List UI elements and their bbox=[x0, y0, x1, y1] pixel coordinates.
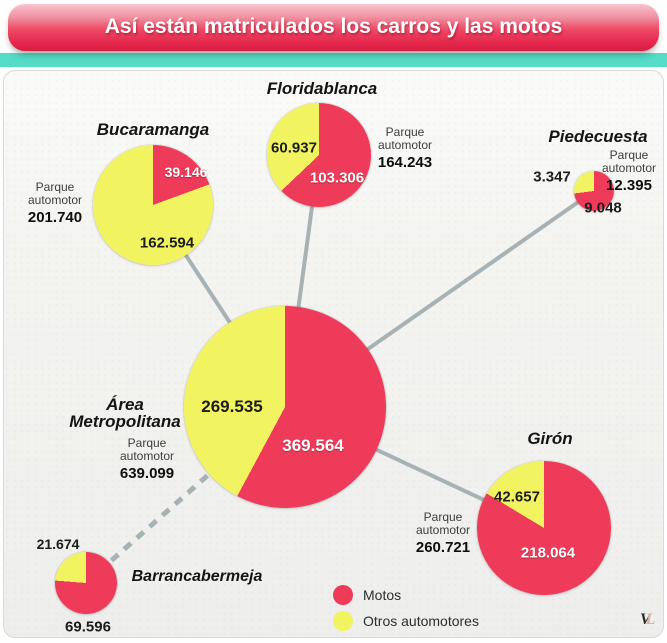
pie-chart-bucaramanga bbox=[93, 145, 213, 265]
pie-title-giron: Girón bbox=[527, 429, 573, 448]
parque-word2: automotor bbox=[601, 161, 657, 175]
parque-automotor-giron: Parque automotor 260.721 bbox=[393, 510, 493, 557]
pie-title-barrancabermeja: Barrancabermeja bbox=[131, 568, 263, 585]
logo-letter-l: L bbox=[645, 611, 656, 628]
legend-swatch-motos-icon bbox=[333, 585, 353, 605]
pie-title-area-metropolitana: Área Metropolitana bbox=[69, 396, 180, 430]
pie-title-area-line1: Área bbox=[106, 395, 144, 414]
legend-label-motos: Motos bbox=[363, 587, 402, 603]
value-motos-area-metropolitana: 369.564 bbox=[282, 436, 344, 455]
pie-chart-barrancabermeja bbox=[55, 552, 117, 614]
title-banner: Así están matriculados los carros y las … bbox=[8, 4, 659, 51]
pie-chart-floridablanca bbox=[267, 103, 371, 207]
parque-word1: Parque bbox=[385, 125, 425, 139]
teal-divider-bar bbox=[0, 53, 667, 67]
value-otros-floridablanca: 60.937 bbox=[271, 139, 317, 157]
legend: Motos Otros automotores bbox=[333, 585, 479, 637]
parque-word1: Parque bbox=[35, 180, 75, 194]
parque-total: 639.099 bbox=[119, 465, 175, 482]
parque-total: 201.740 bbox=[27, 209, 83, 226]
parque-word2: automotor bbox=[119, 449, 175, 463]
parque-total: 12.395 bbox=[606, 177, 652, 194]
parque-total: 260.721 bbox=[415, 539, 471, 556]
pie-chart-giron bbox=[477, 461, 611, 595]
pie-title-piedecuesta: Piedecuesta bbox=[548, 127, 648, 146]
parque-word2: automotor bbox=[27, 193, 83, 207]
legend-swatch-otros-icon bbox=[333, 611, 353, 631]
page-title: Así están matriculados los carros y las … bbox=[104, 15, 563, 38]
value-otros-giron: 42.657 bbox=[494, 488, 540, 506]
parque-automotor-floridablanca: Parque automotor 164.243 bbox=[355, 125, 455, 172]
pie-chart-piedecuesta bbox=[574, 171, 614, 211]
value-otros-area-metropolitana: 269.535 bbox=[201, 397, 263, 416]
vanguardia-logo: VL bbox=[640, 611, 655, 629]
pie-title-floridablanca: Floridablanca bbox=[266, 79, 378, 98]
logo-letter-v: V bbox=[640, 611, 651, 628]
parque-automotor-bucaramanga: Parque automotor 201.740 bbox=[5, 180, 105, 227]
legend-item-motos: Motos bbox=[333, 585, 479, 605]
parque-word2: automotor bbox=[377, 138, 433, 152]
value-otros-piedecuesta: 3.347 bbox=[533, 168, 571, 186]
parque-total: 164.243 bbox=[377, 154, 433, 171]
pie-chart-area-metropolitana bbox=[184, 306, 386, 508]
value-motos-bucaramanga: 39.146 bbox=[164, 164, 208, 180]
legend-item-otros: Otros automotores bbox=[333, 611, 479, 631]
value-motos-giron: 218.064 bbox=[520, 544, 576, 562]
parque-automotor-area-metropolitana: Parque automotor 639.099 bbox=[97, 436, 197, 483]
value-motos-floridablanca: 103.306 bbox=[309, 169, 365, 187]
legend-label-otros: Otros automotores bbox=[363, 613, 479, 629]
value-otros-bucaramanga: 162.594 bbox=[139, 234, 195, 252]
value-motos-piedecuesta: 9.048 bbox=[584, 199, 622, 217]
parque-word1: Parque bbox=[609, 148, 649, 162]
value-otros-barrancabermeja: 21.674 bbox=[36, 536, 80, 552]
parque-word2: automotor bbox=[415, 523, 471, 537]
pie-title-bucaramanga: Bucaramanga bbox=[96, 120, 210, 139]
value-motos-barrancabermeja: 69.596 bbox=[65, 618, 111, 636]
parque-word1: Parque bbox=[423, 510, 463, 524]
parque-word1: Parque bbox=[127, 436, 167, 450]
parque-automotor-piedecuesta: Parque automotor 12.395 bbox=[592, 148, 666, 195]
pie-title-area-line2: Metropolitana bbox=[69, 412, 181, 431]
